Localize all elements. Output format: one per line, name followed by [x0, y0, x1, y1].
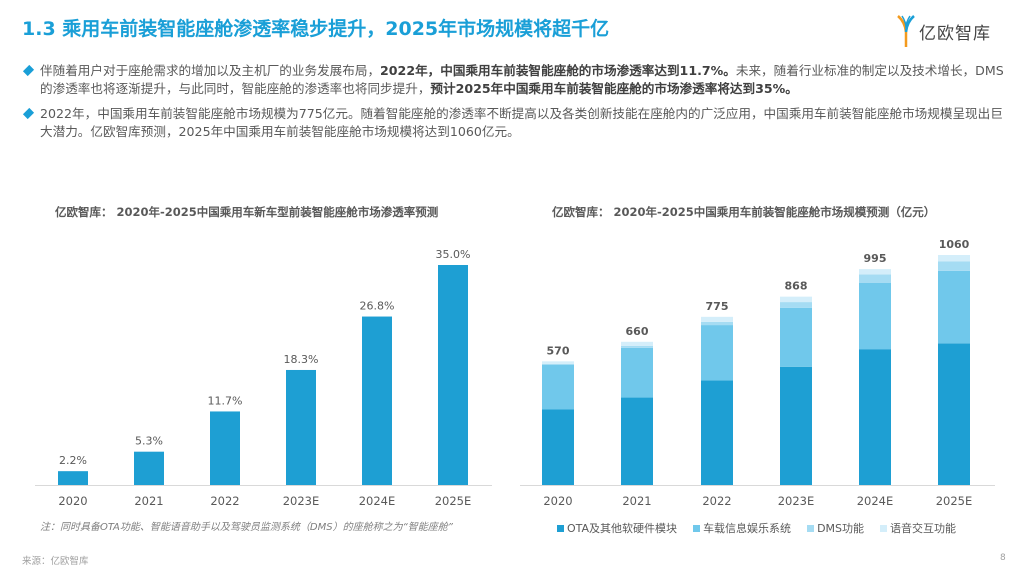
legend-label: DMS功能	[817, 522, 865, 535]
stacked-bar-segment	[701, 316, 733, 322]
legend-item: 车载信息娱乐系统	[693, 520, 791, 536]
left-chart-title: 亿欧智库： 2020年-2025中国乘用车新车型前装智能座舱市场渗透率预测	[55, 205, 439, 219]
legend-item: OTA及其他软硬件模块	[557, 520, 677, 536]
stacked-bar-segment	[542, 361, 574, 364]
stacked-bar-segment	[780, 302, 812, 308]
stacked-bar-segment	[701, 325, 733, 381]
x-tick-label: 2021	[134, 494, 163, 508]
stacked-bar-segment	[542, 363, 574, 366]
logo-icon	[897, 15, 915, 47]
legend-swatch	[693, 525, 701, 532]
total-label: 1060	[939, 238, 970, 251]
legend-swatch	[557, 525, 564, 532]
bar	[134, 451, 164, 485]
stacked-bar-segment	[542, 409, 574, 485]
bar	[438, 265, 468, 485]
bullet-text: 伴随着用户对于座舱需求的增加以及主机厂的业务发展布局，	[40, 63, 381, 78]
x-tick-label: 2022	[702, 494, 731, 508]
source-text: 来源：亿欧智库	[22, 556, 89, 567]
stacked-bar-segment	[938, 270, 970, 344]
bullet-text: 2022年，中国乘用车前装智能座舱市场规模为775亿元。随着智能座舱的渗透率不断…	[40, 106, 1003, 139]
logo: 亿欧智库	[895, 14, 991, 48]
stacked-bar-segment	[701, 380, 733, 485]
x-tick-label: 2024E	[359, 494, 396, 508]
bullet-item: 伴随着用户对于座舱需求的增加以及主机厂的业务发展布局，2022年，中国乘用车前装…	[22, 62, 1007, 98]
data-label: 26.8%	[360, 300, 395, 313]
stacked-bar-segment	[938, 261, 970, 271]
chart-note: 注：同时具备OTA功能、智能语音助手以及驾驶员监测系统（DMS）的座舱称之为“智…	[40, 522, 453, 533]
legend-label: 车载信息娱乐系统	[703, 522, 792, 535]
bar	[362, 316, 392, 485]
total-label: 775	[706, 300, 729, 313]
logo-text: 亿欧智库	[919, 23, 991, 44]
bar	[58, 471, 88, 485]
bullet-text: 预计2025年中国乘用车前装智能座舱的市场渗透率将达到35%。	[430, 81, 798, 96]
stacked-bar-segment	[780, 366, 812, 485]
legend-swatch	[880, 525, 888, 532]
page-title: 1.3 乘用车前装智能座舱渗透率稳步提升，2025年市场规模将超千亿	[22, 18, 610, 40]
data-label: 35.0%	[436, 248, 471, 261]
bullet-text: 未来，随着行业标准的制定以及技术增长，DMS的渗透率也将逐渐提升，与此同时，智能…	[40, 63, 1004, 96]
x-tick-label: 2024E	[857, 494, 894, 508]
legend-label: OTA及其他软硬件模块	[567, 522, 678, 535]
stacked-bar-segment	[621, 397, 653, 485]
total-label: 868	[785, 280, 808, 293]
legend-item: 语音交互功能	[880, 520, 956, 536]
stacked-bar-segment	[938, 255, 970, 262]
data-label: 18.3%	[284, 353, 319, 366]
stacked-bar-segment	[938, 343, 970, 485]
data-label: 5.3%	[135, 435, 163, 448]
stacked-bar-segment	[780, 307, 812, 367]
stacked-bar-segment	[859, 282, 891, 350]
x-tick-label: 2020	[543, 494, 572, 508]
x-tick-label: 2022	[210, 494, 239, 508]
stacked-bar-segment	[701, 321, 733, 326]
right-chart-legend: OTA及其他软硬件模块 车载信息娱乐系统 DMS功能 语音交互功能	[557, 520, 956, 536]
legend-swatch	[807, 525, 815, 532]
x-tick-label: 2023E	[778, 494, 815, 508]
stacked-bar-segment	[859, 274, 891, 283]
legend-label: 语音交互功能	[890, 522, 957, 535]
legend-item: DMS功能	[807, 520, 864, 536]
total-label: 570	[547, 344, 570, 357]
stacked-bar-segment	[859, 269, 891, 275]
right-chart-title: 亿欧智库： 2020年-2025中国乘用车前装智能座舱市场规模预测（亿元）	[552, 205, 936, 219]
x-tick-label: 2021	[622, 494, 651, 508]
stacked-bar-segment	[859, 349, 891, 485]
total-label: 995	[864, 252, 887, 265]
bullet-list: 伴随着用户对于座舱需求的增加以及主机厂的业务发展布局，2022年，中国乘用车前装…	[22, 62, 1007, 148]
stacked-bar-segment	[621, 345, 653, 348]
bullet-item: 2022年，中国乘用车前装智能座舱市场规模为775亿元。随着智能座舱的渗透率不断…	[22, 105, 1007, 141]
data-label: 2.2%	[59, 454, 87, 467]
x-tick-label: 2020	[58, 494, 87, 508]
stacked-bar-segment	[621, 341, 653, 346]
bullet-text: 2022年，中国乘用车前装智能座舱的市场渗透率达到11.7%。	[380, 63, 736, 78]
data-label: 11.7%	[208, 394, 243, 407]
x-tick-label: 2023E	[283, 494, 320, 508]
bar	[286, 369, 316, 485]
stacked-bar-segment	[780, 296, 812, 303]
total-label: 660	[626, 325, 649, 338]
bar	[210, 411, 240, 485]
stacked-bar-segment	[542, 365, 574, 410]
page-number: 8	[1000, 553, 1006, 563]
x-tick-label: 2025E	[435, 494, 472, 508]
x-tick-label: 2025E	[936, 494, 973, 508]
stacked-bar-segment	[621, 347, 653, 398]
